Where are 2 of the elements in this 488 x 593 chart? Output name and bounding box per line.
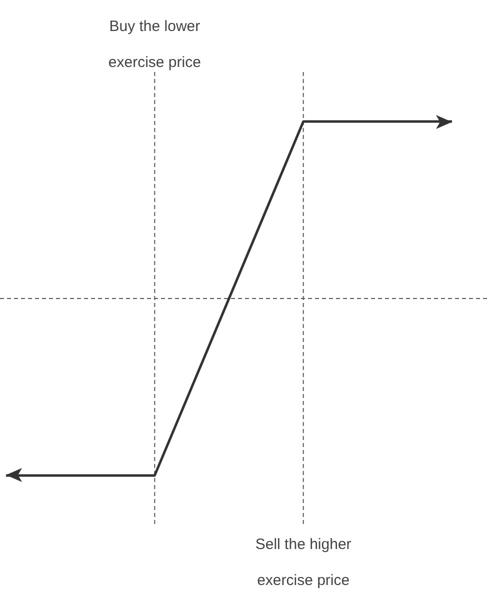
text: Buy the lower exercise price [108, 18, 201, 71]
text: Sell the higher exercise price [255, 536, 352, 589]
